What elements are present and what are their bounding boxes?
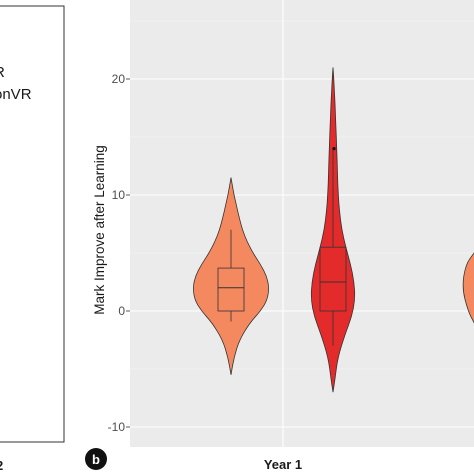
panel-b: -10 0 10 20 Mark Improve after Learning Yea… [85, 0, 474, 472]
box-iqr [319, 246, 347, 312]
badge-letter: b [92, 452, 100, 467]
y-tick-label: 10 [112, 188, 126, 202]
badge-circle [85, 448, 107, 470]
legend-label-nonvr: onVR [0, 86, 32, 103]
y-axis-title: Mark Improve after Learning [92, 145, 107, 315]
plot-background [130, 0, 474, 447]
legend-label-vr: R [0, 64, 5, 81]
boxplots [217, 147, 347, 346]
y-tick-label: 0 [118, 304, 125, 318]
box-iqr [217, 267, 245, 312]
outlier-point [332, 147, 336, 151]
violin-shape [193, 177, 269, 375]
legend-frame [0, 5, 65, 443]
y-axis-ticks: -10 0 10 20 [108, 72, 130, 434]
panel-a-bottom-label: 2 [0, 458, 3, 473]
violin-shape [462, 252, 474, 324]
y-tick-label: 20 [112, 72, 126, 86]
y-tick-label: -10 [108, 420, 126, 434]
panel-badge: b [85, 448, 107, 470]
legend-panel: R onVR [0, 5, 65, 443]
grid-lines [130, 0, 474, 447]
x-category-label: Year 1 [264, 457, 302, 472]
